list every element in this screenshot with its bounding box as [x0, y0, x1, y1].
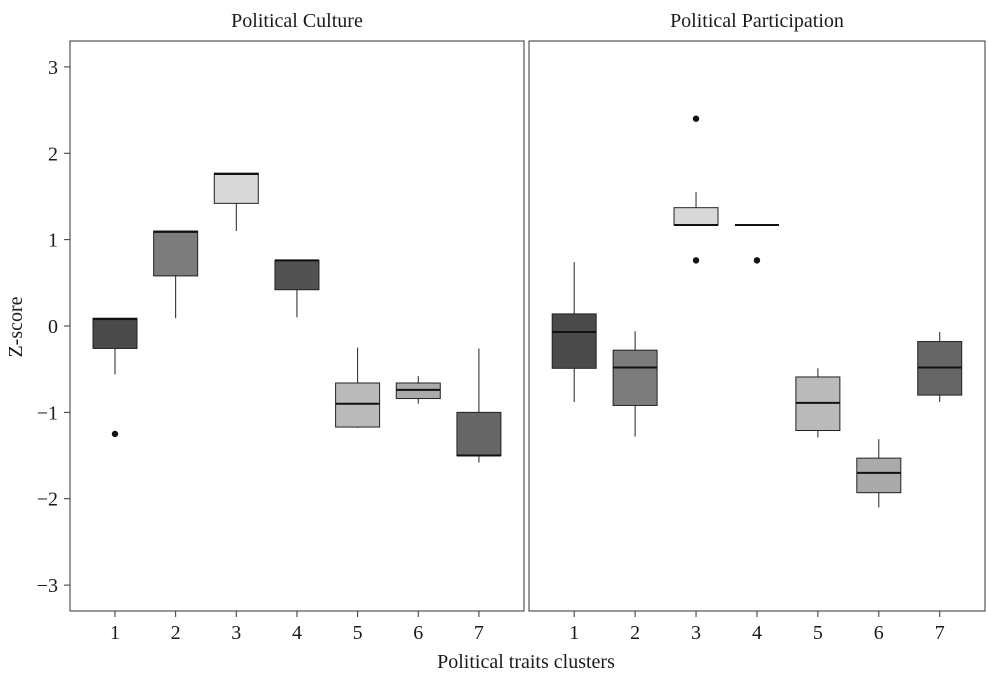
facet-panel: Political Culture 1 2 3 4 5 6 7 [69, 10, 525, 644]
x-axis-title: Political traits clusters [437, 651, 615, 673]
box-cluster-5: 5 [795, 368, 841, 644]
box [551, 313, 597, 369]
box-cluster-7: 7 [917, 332, 963, 644]
x-tick-label: 6 [874, 622, 884, 644]
x-tick-label: 7 [935, 622, 945, 644]
panel-frame [69, 40, 525, 612]
box [856, 457, 902, 494]
box-cluster-6: 6 [856, 439, 902, 644]
box-cluster-5: 5 [335, 347, 381, 644]
outlier-point [753, 257, 761, 264]
box [153, 230, 199, 277]
x-tick-label: 4 [292, 622, 302, 644]
y-tick-label: −1 [37, 402, 58, 424]
x-tick-label: 1 [110, 622, 120, 644]
x-tick-label: 3 [691, 622, 701, 644]
box-cluster-3: 3 [673, 115, 719, 644]
box-cluster-6: 6 [395, 376, 441, 644]
y-axis-title: Z-score [5, 296, 27, 357]
box [274, 259, 320, 291]
box-cluster-1: 1 [92, 317, 138, 644]
outlier-point [111, 430, 119, 438]
x-tick-label: 6 [413, 622, 423, 644]
box-cluster-4: 4 [274, 259, 320, 644]
x-tick-label: 4 [752, 622, 762, 644]
x-tick-label: 2 [171, 622, 181, 644]
x-tick-label: 5 [353, 622, 363, 644]
facet-panel: Political Participation 1 2 3 4 5 6 7 [528, 10, 986, 644]
x-tick-label: 5 [813, 622, 823, 644]
y-tick-label: 0 [48, 316, 58, 338]
box-cluster-2: 2 [612, 331, 658, 644]
box-cluster-3: 3 [213, 172, 259, 644]
box [456, 411, 502, 457]
box [92, 317, 138, 349]
box [335, 382, 381, 428]
box [612, 349, 658, 406]
box-cluster-4: 4 [734, 223, 779, 644]
y-tick-label: 1 [48, 230, 58, 252]
outlier-point [692, 115, 700, 122]
panel-frame [528, 40, 986, 612]
x-tick-label: 2 [630, 622, 640, 644]
y-tick-label: −3 [37, 575, 58, 597]
x-tick-label: 7 [474, 622, 484, 644]
box-cluster-7: 7 [456, 348, 502, 644]
x-tick-label: 1 [569, 622, 579, 644]
box [673, 207, 719, 226]
box-cluster-2: 2 [153, 230, 199, 644]
y-tick-label: −2 [37, 489, 58, 511]
facet-title: Political Culture [231, 10, 363, 32]
facet-title: Political Participation [670, 10, 844, 32]
x-tick-label: 3 [231, 622, 241, 644]
y-tick-label: 3 [48, 57, 58, 79]
y-tick-label: 2 [48, 143, 58, 165]
y-axis: 3 2 1 0 −1 −2 −3 [37, 57, 70, 597]
box [213, 172, 259, 204]
outlier-point [692, 257, 700, 264]
box-cluster-1: 1 [551, 262, 597, 644]
